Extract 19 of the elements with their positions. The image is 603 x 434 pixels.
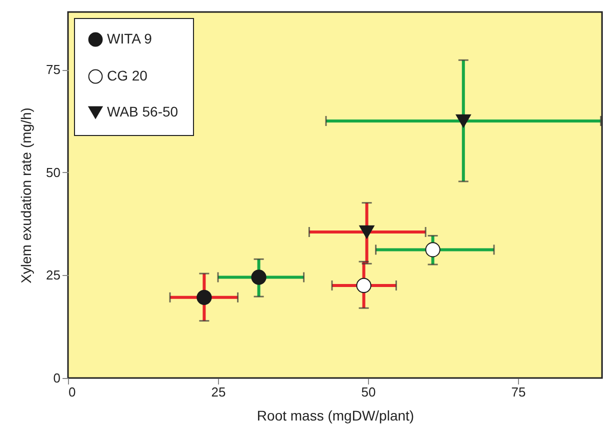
point — [196, 290, 212, 305]
x-tick-label: 50 — [361, 384, 376, 400]
y-tick-label: 75 — [46, 62, 60, 78]
x-axis-title: Root mass (mgDW/plant) — [256, 408, 414, 424]
y-tick-label: 0 — [53, 370, 60, 386]
point — [359, 225, 374, 239]
point — [425, 242, 440, 258]
point — [251, 270, 266, 285]
y-tick-label: 25 — [46, 268, 60, 283]
legend-label: WAB 56-50 — [107, 104, 178, 120]
legend-label: WITA 9 — [107, 30, 152, 46]
x-tick-label: 75 — [511, 384, 526, 400]
x-tick-label: 25 — [211, 384, 226, 400]
point — [456, 114, 471, 128]
x-tick-label: 0 — [68, 384, 76, 400]
y-tick-label: 50 — [46, 164, 60, 180]
legend-label: CG 20 — [107, 68, 148, 84]
point — [356, 278, 372, 294]
y-axis-title: Xylem exudation rate (mg/h) — [18, 108, 34, 284]
